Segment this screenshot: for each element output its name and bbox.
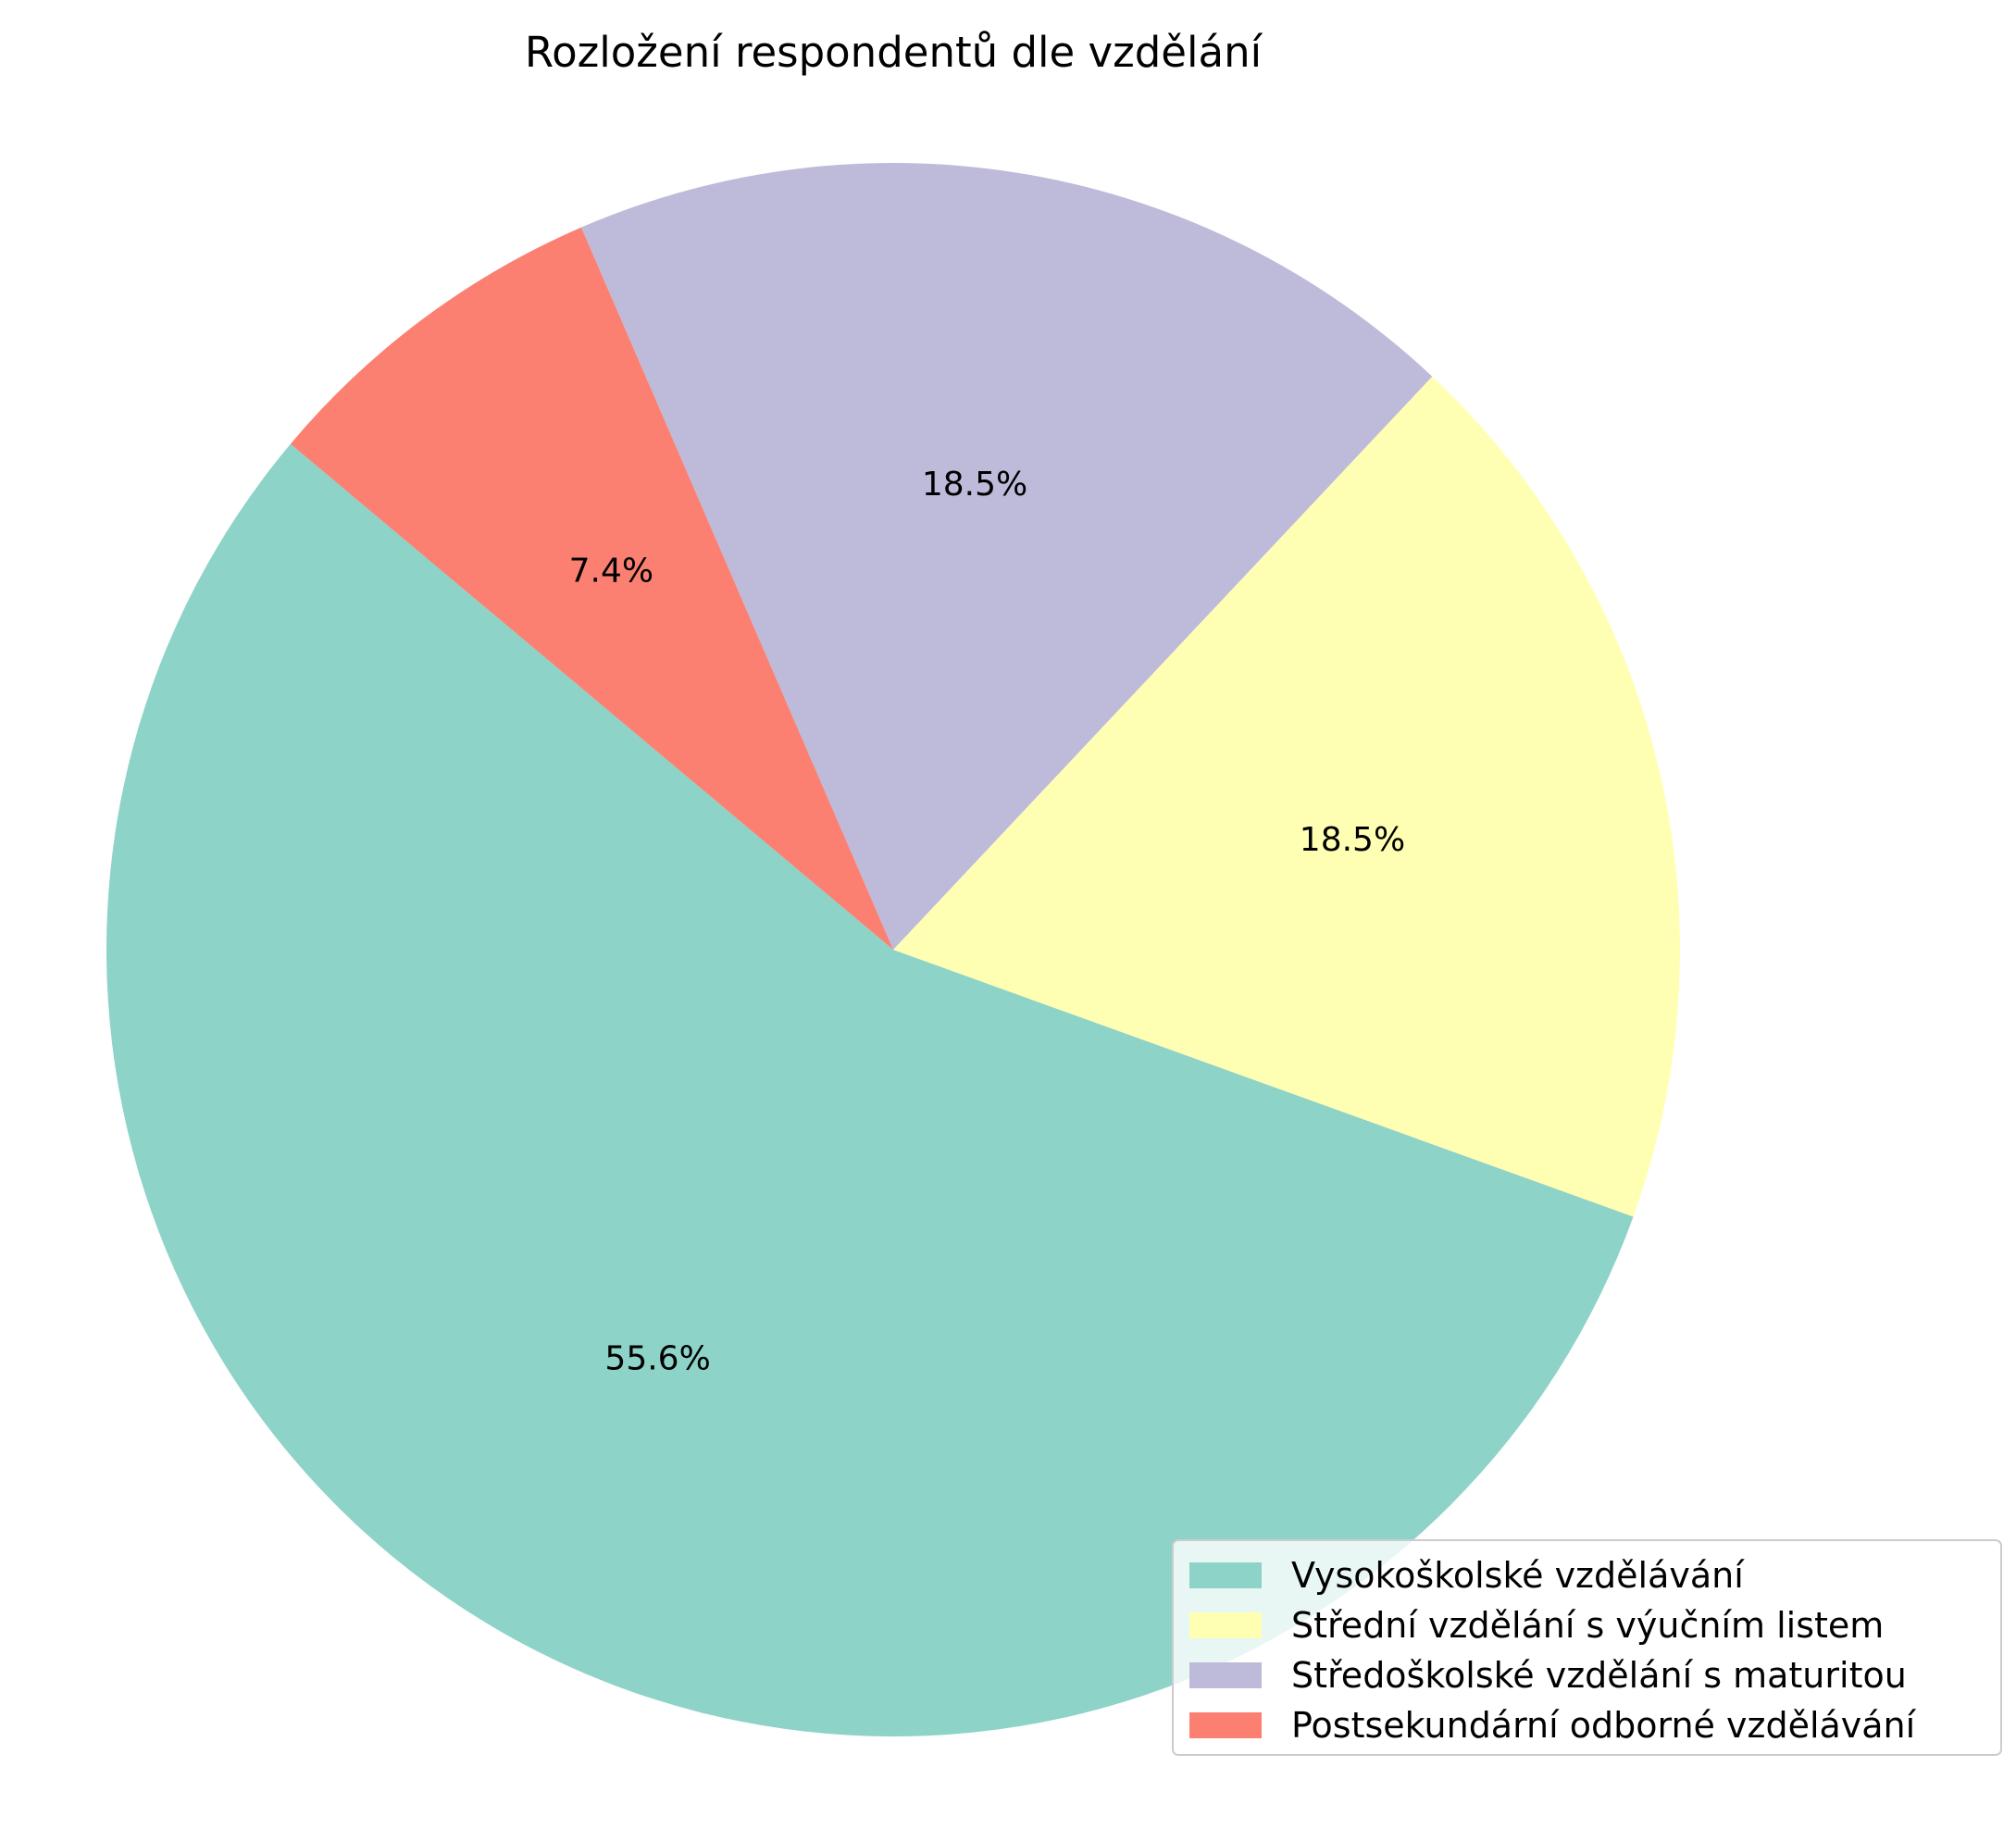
legend-swatch-stredoskolske-vzdelani-s-maturitou (1189, 1662, 1262, 1688)
legend-label: Postsekundární odborné vzdělávání (1291, 1705, 1917, 1746)
pie-percent-label: 55.6% (604, 1340, 710, 1378)
legend-frame (1172, 1539, 2002, 1756)
pie-slice-vysokoskolske-vzdelavani (106, 443, 1634, 1736)
legend-swatch-vysokoskolske-vzdelavani (1189, 1562, 1262, 1588)
legend-swatch-postsekundarni-odborne-vzdelavani (1189, 1712, 1262, 1738)
legend: Vysokoškolské vzdělávání Střední vzdělání… (1172, 1539, 2002, 1756)
pie-slice-postsekundarni-odborne-vzdelavani (290, 227, 893, 951)
pie-percent-label: 18.5% (922, 466, 1027, 504)
pie-slices (106, 162, 1681, 1736)
legend-label: Vysokoškolské vzdělávání (1291, 1555, 1745, 1596)
pie-percent-label: 18.5% (1300, 821, 1405, 859)
chart-title: Rozložení respondentů dle vzdělání (525, 28, 1263, 77)
legend-label: Střední vzdělání s výučním listem (1291, 1605, 1884, 1646)
pie-slice-stredni-vzdelani-s-vyucnim-listem (893, 376, 1681, 1217)
pie-percent-labels: 55.6% 18.5% 18.5% 7.4% (569, 466, 1406, 1377)
pie-percent-label: 7.4% (569, 552, 653, 590)
pie-slice-stredoskolske-vzdelani-s-maturitou (580, 162, 1433, 951)
legend-swatch-stredni-vzdelani-s-vyucnim-listem (1189, 1612, 1262, 1638)
legend-label: Středoškolské vzdělání s maturitou (1291, 1655, 1907, 1696)
